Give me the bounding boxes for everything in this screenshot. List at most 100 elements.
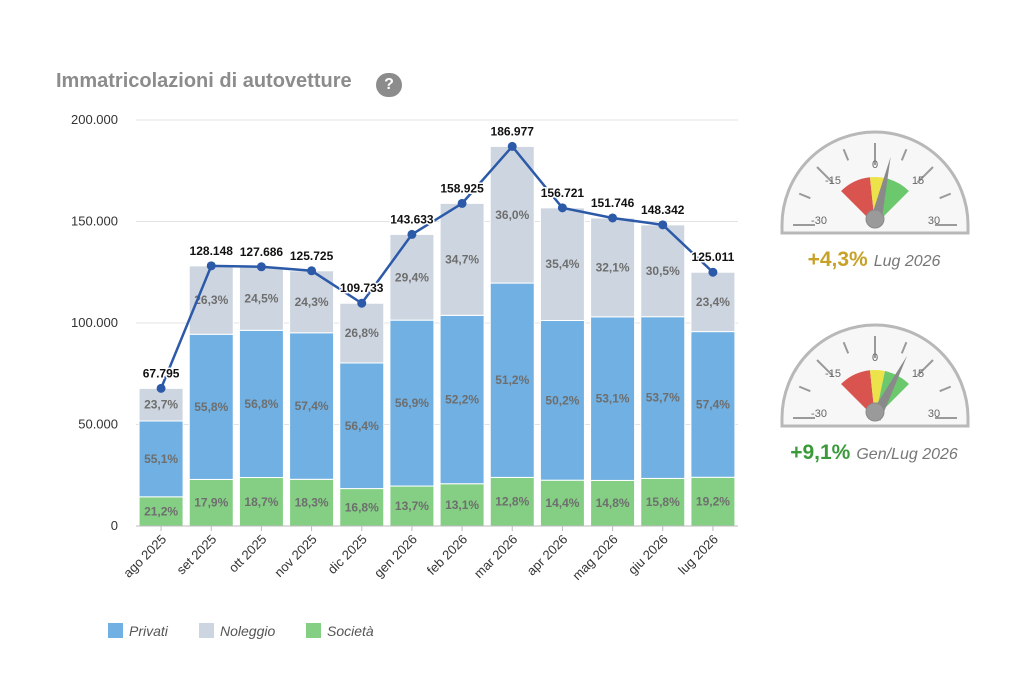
bar-segment-privati[interactable] — [640, 316, 686, 479]
total-point[interactable] — [507, 141, 517, 151]
total-point[interactable] — [407, 229, 417, 239]
ytd-change-caption: +9,1% Gen/Lug 2026 — [760, 441, 988, 465]
bar-segment-societa[interactable] — [590, 479, 636, 527]
bar-segment-noleggio[interactable] — [138, 387, 184, 422]
segment-label-societa: 21,2% — [144, 504, 178, 518]
legend-item-noleggio[interactable]: Noleggio — [199, 623, 275, 639]
total-point[interactable] — [608, 213, 618, 223]
segment-label-societa: 14,4% — [545, 496, 579, 510]
total-label: 148.342 — [641, 203, 685, 217]
bar-segment-societa[interactable] — [690, 476, 736, 527]
legend-item-societa[interactable]: Società — [306, 623, 374, 639]
chart-title: Immatricolazioni di autovetture — [56, 70, 352, 92]
total-point[interactable] — [206, 261, 216, 271]
gauge-zone-red — [841, 177, 875, 225]
bar-segment-societa[interactable] — [339, 488, 385, 527]
x-tick-label: dic 2025 — [325, 532, 370, 577]
gauge-needle — [869, 156, 891, 227]
bar-segment-privati[interactable] — [238, 329, 284, 479]
gauge-tick — [842, 148, 850, 161]
bar-segment-privati[interactable] — [188, 333, 234, 480]
total-point[interactable] — [658, 220, 668, 230]
segment-label-societa: 17,9% — [194, 496, 228, 510]
total-label: 186.977 — [491, 124, 535, 138]
legend-label-societa: Società — [327, 623, 374, 639]
gauge-tick-label: -30 — [811, 408, 827, 420]
bar-segment-privati[interactable] — [489, 282, 535, 478]
bar-segment-privati[interactable] — [138, 420, 184, 498]
bar-segment-societa[interactable] — [539, 479, 585, 527]
bar-segment-privati[interactable] — [389, 319, 435, 487]
bar-segment-noleggio[interactable] — [539, 207, 585, 321]
gauge-tick-label: 30 — [928, 215, 940, 227]
bar-segment-privati[interactable] — [690, 331, 736, 478]
monthly-change-period: Lug 2026 — [873, 253, 941, 270]
total-label: 143.633 — [390, 212, 434, 226]
ytd-change-period: Gen/Lug 2026 — [856, 446, 958, 463]
total-point[interactable] — [307, 266, 317, 276]
legend-swatch-noleggio — [199, 623, 214, 638]
monthly-change-value: +4,3% — [807, 248, 868, 271]
segment-label-privati: 56,8% — [244, 397, 278, 411]
legend-label-privati: Privati — [129, 623, 168, 639]
gauge-tick — [916, 166, 934, 184]
legend-item-privati[interactable]: Privati — [108, 623, 168, 639]
segment-label-societa: 16,8% — [345, 500, 379, 514]
total-label: 128.148 — [190, 244, 234, 258]
gauge-tick — [842, 341, 850, 354]
x-tick-label: mag 2026 — [569, 532, 620, 583]
bar-segment-societa[interactable] — [640, 477, 686, 527]
segment-label-societa: 13,1% — [445, 498, 479, 512]
bar-segment-societa[interactable] — [489, 476, 535, 527]
bar-segment-privati[interactable] — [289, 332, 335, 480]
x-tick-label: mar 2026 — [471, 532, 520, 581]
legend-swatch-privati — [108, 623, 123, 638]
segment-label-privati: 52,2% — [445, 393, 479, 407]
total-point[interactable] — [457, 198, 467, 208]
segment-labels: 21,2% 55,1% 23,7% 17,9% 55,8% 26,3% 18,7% 56,8%… — [144, 208, 730, 519]
x-tick-label: set 2025 — [173, 532, 219, 578]
segment-label-privati: 57,4% — [696, 397, 730, 411]
segment-label-noleggio: 36,0% — [495, 208, 529, 222]
total-label: 151.746 — [591, 196, 635, 210]
total-point[interactable] — [156, 383, 166, 393]
total-point[interactable] — [357, 298, 367, 308]
bar-segment-privati[interactable] — [439, 314, 485, 485]
bar-segment-societa[interactable] — [289, 478, 335, 527]
segment-label-societa: 18,7% — [244, 495, 278, 509]
segment-label-societa: 14,8% — [596, 496, 630, 510]
gauge-hub — [865, 209, 885, 229]
segment-label-noleggio: 26,8% — [345, 326, 379, 340]
x-tick-label: gen 2026 — [371, 532, 420, 581]
bar-segment-noleggio[interactable] — [690, 271, 736, 333]
bar-segment-societa[interactable] — [188, 478, 234, 527]
total-point[interactable] — [256, 262, 266, 272]
legend-label-noleggio: Noleggio — [220, 623, 276, 639]
bar-segment-noleggio[interactable] — [590, 217, 636, 318]
gauge-tick-label: 0 — [872, 352, 878, 364]
gauge-zone-red — [841, 370, 875, 418]
segment-label-privati: 53,7% — [646, 391, 680, 405]
y-axis: 0 50.000 100.000 150.000 200.000 — [71, 112, 118, 533]
segment-label-societa: 19,2% — [696, 495, 730, 509]
gauge-tick — [816, 166, 834, 184]
bar-segment-noleggio[interactable] — [238, 266, 284, 331]
segment-label-noleggio: 26,3% — [194, 293, 228, 307]
bar-segment-societa[interactable] — [238, 477, 284, 527]
ytd-change-gauge: -30 -15 0 15 30 — [780, 323, 970, 428]
monthly-change-gauge: -30 -15 0 15 30 — [780, 130, 970, 235]
total-point[interactable] — [557, 203, 567, 213]
x-tick-label: apr 2026 — [524, 532, 571, 579]
gauge-tick — [939, 192, 952, 200]
total-label: 125.011 — [692, 250, 735, 264]
segment-label-noleggio: 29,4% — [395, 270, 429, 284]
segment-label-privati: 55,1% — [144, 452, 178, 466]
y-tick-label: 100.000 — [71, 315, 118, 330]
segment-label-privati: 50,2% — [545, 393, 579, 407]
bar-segment-privati[interactable] — [539, 319, 585, 481]
gauge-tick — [939, 385, 952, 393]
bar-segment-privati[interactable] — [590, 316, 636, 481]
help-icon[interactable]: ? — [376, 73, 402, 97]
total-point[interactable] — [708, 267, 718, 277]
